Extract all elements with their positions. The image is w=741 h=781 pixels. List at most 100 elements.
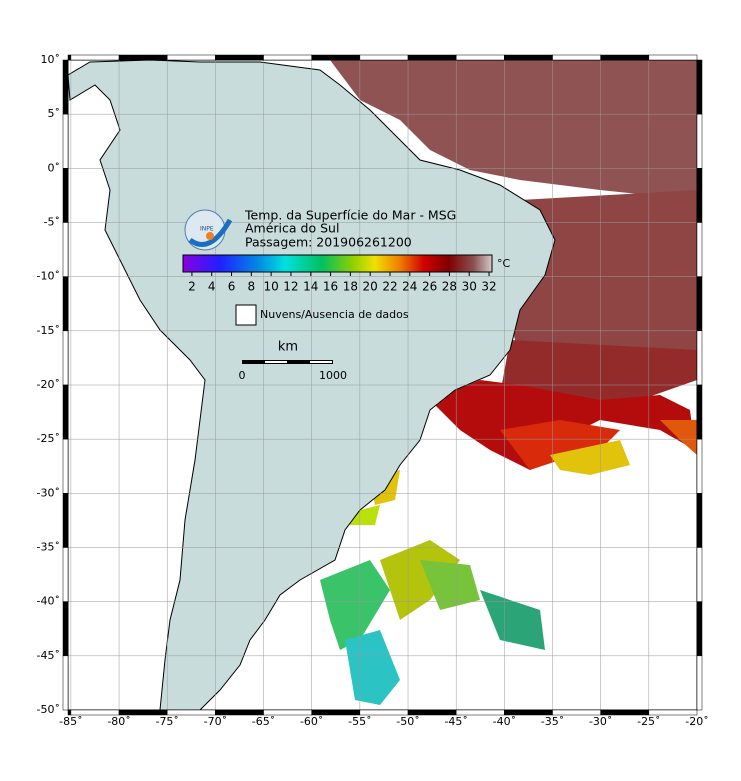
lon-tick-label: -30˚ bbox=[589, 715, 612, 728]
lat-tick-label: -35˚ bbox=[37, 541, 60, 554]
frame-segment bbox=[118, 54, 168, 61]
frame-segment bbox=[62, 113, 69, 169]
lat-tick-label: 10˚ bbox=[41, 53, 61, 66]
lat-tick-label: 0˚ bbox=[48, 161, 61, 174]
lat-tick-label: -45˚ bbox=[37, 649, 60, 662]
cloud-swatch bbox=[235, 304, 257, 326]
lon-tick-label: -20˚ bbox=[685, 715, 708, 728]
lat-tick-label: -40˚ bbox=[37, 595, 60, 608]
frame-segment bbox=[166, 54, 216, 61]
frame-segment bbox=[62, 168, 69, 223]
frame-segment bbox=[696, 601, 703, 657]
frame-segment bbox=[62, 438, 69, 494]
scale-label: 0 bbox=[239, 369, 246, 382]
frame-segment bbox=[62, 384, 69, 440]
frame-segment bbox=[263, 54, 312, 61]
lon-tick-label: -55˚ bbox=[348, 715, 371, 728]
frame-segment bbox=[62, 493, 69, 548]
frame-segment bbox=[696, 438, 703, 494]
scale-unit: km bbox=[278, 340, 298, 355]
lat-tick-label: -10˚ bbox=[37, 270, 60, 283]
frame-segment bbox=[696, 222, 703, 277]
graticule bbox=[68, 60, 697, 710]
colorbar-tick-label: 6 bbox=[228, 280, 236, 294]
scale-bar: km 0 1000 bbox=[239, 340, 348, 383]
logo: INPE bbox=[184, 209, 233, 251]
colorbar-unit: °C bbox=[497, 257, 511, 270]
colorbar-tick-label: 32 bbox=[481, 280, 496, 294]
frame-segment bbox=[62, 601, 69, 657]
colorbar-tick-label: 14 bbox=[303, 280, 318, 294]
map-area bbox=[68, 60, 697, 710]
frame-segment bbox=[62, 276, 69, 332]
frame-segment bbox=[696, 168, 703, 223]
lon-tick-label: -60˚ bbox=[300, 715, 323, 728]
colorbar-tick-label: 2 bbox=[188, 280, 196, 294]
frame-segment bbox=[696, 384, 703, 440]
frame-segment bbox=[407, 54, 457, 61]
lon-tick-label: -85˚ bbox=[59, 715, 82, 728]
lat-tick-label: -30˚ bbox=[37, 486, 60, 499]
lon-tick-label: -65˚ bbox=[252, 715, 275, 728]
lat-tick-label: -50˚ bbox=[37, 703, 60, 716]
colorbar-tick-label: 20 bbox=[363, 280, 378, 294]
region: América do Sul bbox=[245, 221, 339, 236]
frame-segment bbox=[648, 709, 698, 716]
logo-text: INPE bbox=[200, 226, 214, 233]
frame-segment bbox=[648, 54, 698, 61]
colorbar-tick-label: 4 bbox=[208, 280, 216, 294]
frame-segment bbox=[696, 547, 703, 602]
colorbar-tick-label: 10 bbox=[264, 280, 279, 294]
frame-segment bbox=[696, 59, 703, 115]
colorbar-ticks: 2 4 6 8 10 12 14 16 18 20 22 24 26 28 30 32 bbox=[188, 272, 497, 294]
colorbar bbox=[182, 254, 493, 273]
frame-segment bbox=[62, 222, 69, 277]
lat-tick-label: -5˚ bbox=[44, 216, 60, 229]
frame-segment bbox=[215, 54, 264, 61]
lat-tick-label: 5˚ bbox=[48, 107, 61, 120]
frame-segment bbox=[70, 54, 120, 61]
axis-ticks: -85˚ -80˚ -75˚ -70˚ -65˚ -60˚ -55˚ -50˚ -45˚ -40˚… bbox=[37, 53, 709, 728]
lon-tick-label: -45˚ bbox=[444, 715, 467, 728]
frame-segment bbox=[62, 59, 69, 115]
lon-tick-label: -75˚ bbox=[155, 715, 178, 728]
lon-tick-label: -35˚ bbox=[541, 715, 564, 728]
scale-label: 1000 bbox=[319, 369, 347, 382]
frame-segment bbox=[696, 655, 703, 711]
frame-segment bbox=[600, 54, 650, 61]
frame-segment bbox=[62, 547, 69, 602]
sst-field bbox=[320, 60, 697, 705]
colorbar-tick-label: 22 bbox=[382, 280, 397, 294]
frame-segment bbox=[504, 54, 553, 61]
cloud-legend: Nuvens/Ausencia de dados bbox=[260, 308, 409, 321]
frame-segment bbox=[552, 54, 601, 61]
frame-segment bbox=[62, 655, 69, 711]
pass-time: Passagem: 201906261200 bbox=[245, 235, 412, 250]
colorbar-tick-label: 26 bbox=[422, 280, 437, 294]
lon-tick-label: -70˚ bbox=[204, 715, 227, 728]
frame-segment bbox=[62, 330, 69, 386]
lat-tick-label: -20˚ bbox=[37, 378, 60, 391]
frame-segment bbox=[696, 493, 703, 548]
lon-tick-label: -50˚ bbox=[396, 715, 419, 728]
frame-border bbox=[62, 54, 703, 716]
frame-segment bbox=[67, 54, 72, 61]
title: Temp. da Superfície do Mar - MSG bbox=[244, 208, 456, 223]
colorbar-tick-label: 24 bbox=[402, 280, 417, 294]
colorbar-tick-label: 28 bbox=[442, 280, 457, 294]
frame-segment bbox=[455, 54, 505, 61]
lon-tick-label: -40˚ bbox=[493, 715, 516, 728]
frame-segment bbox=[696, 276, 703, 332]
frame-segment bbox=[696, 113, 703, 169]
frame-segment bbox=[696, 330, 703, 386]
frame-segment bbox=[311, 54, 361, 61]
lon-tick-label: -80˚ bbox=[107, 715, 130, 728]
lat-tick-label: -25˚ bbox=[37, 432, 60, 445]
lat-tick-label: -15˚ bbox=[37, 324, 60, 337]
frame-segment bbox=[359, 54, 409, 61]
colorbar-tick-label: 30 bbox=[462, 280, 477, 294]
colorbar-tick-label: 8 bbox=[248, 280, 256, 294]
colorbar-tick-label: 18 bbox=[343, 280, 358, 294]
lon-tick-label: -25˚ bbox=[637, 715, 660, 728]
